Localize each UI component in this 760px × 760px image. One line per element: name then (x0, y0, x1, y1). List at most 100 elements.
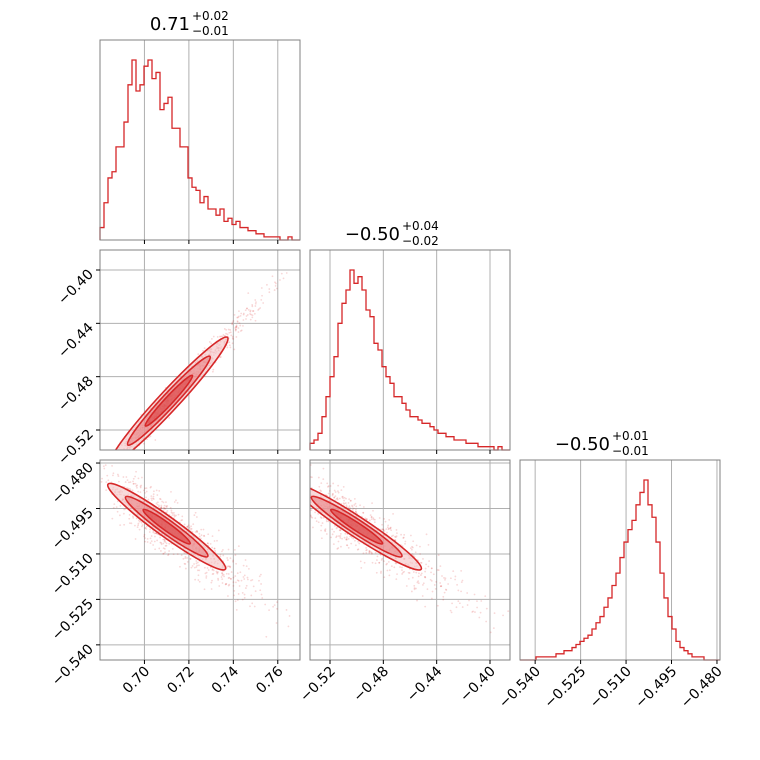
scatter-3-point (416, 581, 419, 584)
scatter-3-point (354, 510, 357, 513)
scatter-3-point (410, 534, 412, 537)
scatter-3-point (437, 569, 440, 572)
scatter-1-point (275, 287, 278, 290)
scatter-3-point (458, 602, 461, 605)
scatter-2-point (195, 560, 198, 562)
scatter-2-point (244, 587, 247, 589)
scatter-3-point (411, 553, 414, 555)
scatter-3-point (338, 535, 340, 537)
hist-3-title-plus: +0.01 (612, 429, 649, 443)
scatter-3-point (454, 578, 457, 581)
scatter-3-point (320, 524, 323, 527)
scatter-2-point (150, 540, 153, 542)
scatter-3-point (439, 585, 442, 588)
x-tick-label-p2-4: −0.40 (457, 664, 499, 706)
scatter-3-point (381, 523, 383, 526)
scatter-2-point (128, 481, 130, 484)
scatter-2-point (136, 484, 139, 487)
scatter-3-point (444, 588, 447, 591)
scatter-2-point (160, 507, 162, 509)
scatter-2-point (211, 535, 214, 538)
scatter-2-point (186, 561, 189, 563)
scatter-3-point (461, 579, 464, 582)
scatter-2-point (232, 581, 235, 584)
scatter-2-point (128, 522, 131, 525)
scatter-3-point (352, 537, 355, 540)
scatter-3-point (485, 620, 488, 623)
scatter-3-point (370, 552, 373, 555)
scatter-2-point (180, 519, 183, 522)
scatter-3-point (366, 548, 368, 551)
scatter-3-point (338, 497, 341, 500)
scatter-3-point (347, 547, 350, 549)
scatter-2-point (119, 524, 122, 527)
scatter-2-point (140, 484, 143, 487)
scatter-2-point (149, 542, 152, 544)
scatter-2-point (122, 512, 125, 515)
scatter-1-point (242, 319, 245, 321)
scatter-3-point (507, 610, 510, 613)
scatter-1-point (113, 466, 115, 468)
scatter-3-point (351, 505, 354, 508)
scatter-2-point (243, 593, 246, 596)
scatter-3-point (308, 489, 310, 491)
scatter-2-point (221, 578, 224, 581)
hist-1-title-plus: +0.02 (192, 9, 229, 23)
scatter-3-point (374, 562, 377, 565)
scatter-3-point (417, 582, 420, 585)
scatter-3-point (424, 570, 427, 573)
scatter-3-point (303, 500, 305, 502)
scatter-3-point (405, 585, 408, 587)
scatter-3-point (422, 584, 424, 586)
scatter-3-point (301, 505, 303, 507)
scatter-2-frame (99, 459, 301, 661)
scatter-2-point (242, 564, 245, 567)
scatter-2-point (205, 575, 208, 577)
scatter-1-point (246, 314, 249, 316)
scatter-3-point (380, 572, 382, 574)
scatter-2-point (107, 479, 110, 482)
scatter-2-point (137, 524, 140, 527)
scatter-3-point (351, 504, 353, 507)
scatter-2-point (139, 491, 142, 494)
scatter-2-point (146, 541, 149, 543)
scatter-2-point (212, 572, 215, 575)
scatter-3-point (386, 526, 389, 529)
scatter-2-point (164, 507, 167, 510)
scatter-3-point (408, 572, 411, 574)
scatter-1-point (234, 327, 237, 329)
hist-3-steps (520, 479, 720, 661)
scatter-1-point (237, 316, 239, 319)
scatter-2-point (87, 493, 89, 495)
scatter-3-point (362, 552, 365, 555)
scatter-3-point (386, 569, 389, 572)
scatter-2-point (195, 566, 198, 568)
scatter-3-point (308, 488, 310, 490)
x-tick-label-p1-1: 0.70 (120, 664, 153, 697)
scatter-2-point (155, 532, 157, 535)
scatter-2-point (123, 508, 126, 511)
scatter-3-point (366, 518, 368, 520)
scatter-2-point (227, 577, 230, 579)
scatter-2-point (136, 486, 138, 489)
scatter-3-point (333, 496, 336, 499)
scatter-1-point (231, 323, 233, 326)
scatter-2-point (206, 542, 209, 545)
scatter-1-point (122, 455, 124, 457)
scatter-1-point (235, 324, 238, 327)
scatter-3-point (306, 482, 308, 484)
scatter-1-point (236, 320, 239, 323)
scatter-3-point (401, 569, 403, 572)
scatter-2-point (227, 584, 230, 587)
scatter-2-point (133, 482, 135, 485)
scatter-2-point (141, 476, 143, 479)
scatter-3-point (354, 510, 357, 513)
scatter-2-point (164, 541, 167, 543)
scatter-2-point (207, 569, 210, 571)
scatter-1-point (202, 349, 204, 352)
scatter-1-point (110, 455, 112, 457)
scatter-2-point (154, 535, 156, 538)
scatter-1-point (216, 336, 219, 338)
scatter-3-point (424, 576, 427, 579)
scatter-3-point (348, 498, 351, 501)
